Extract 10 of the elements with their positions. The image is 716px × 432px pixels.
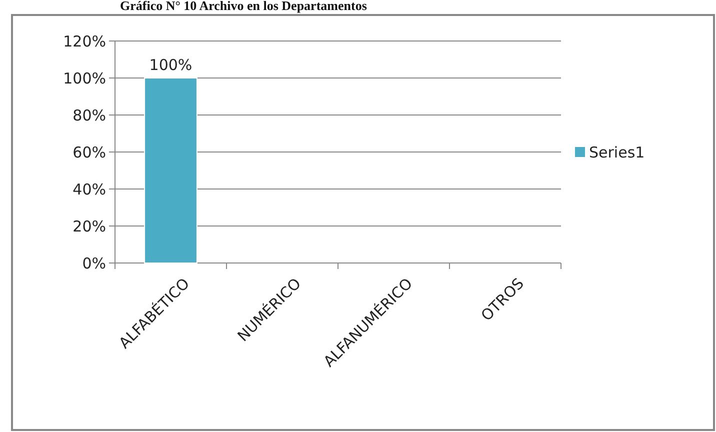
chart-title: Gráfico N° 10 Archivo en los Departamentos [120,0,367,13]
y-tick-label: 60% [72,143,106,162]
y-tick-label: 120% [63,32,106,50]
y-tick-label: 40% [72,180,106,198]
legend-label: Series1 [589,143,645,162]
data-label: 100% [149,56,192,74]
y-tick-label: 100% [63,69,106,88]
y-tick-label: 80% [72,106,106,124]
y-tick-label: 0% [82,254,106,272]
y-tick-label: 20% [72,217,106,236]
